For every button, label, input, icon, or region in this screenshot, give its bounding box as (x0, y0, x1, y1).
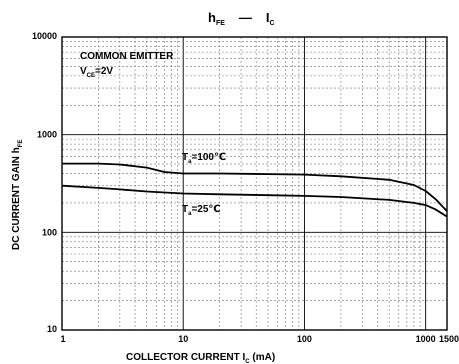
y-axis-label: DC CURRENT GAIN hFE (11, 140, 24, 250)
series-label-100c: Ta=100℃ (182, 152, 226, 165)
series-line-100c (62, 162, 448, 212)
y-tick-label: 100 (42, 227, 57, 237)
series-line-25c (61, 184, 448, 218)
x-axis-label: COLLECTOR CURRENT IC (mA) (126, 352, 275, 364)
x-tick-label: 1 (60, 334, 65, 344)
y-tick-label: 10 (47, 324, 57, 334)
x-tick-label: 10 (178, 334, 188, 344)
annotation-common-emitter: COMMON EMITTER (80, 51, 174, 62)
x-tick-label: 1000 (416, 334, 436, 344)
x-tick-label: 100 (297, 334, 312, 344)
plot-frame (61, 36, 448, 331)
chart-title: hFE — IC (208, 10, 275, 27)
x-tick-label: 1500 (439, 334, 459, 344)
y-tick-label: 1000 (37, 130, 57, 140)
series-lines (61, 162, 448, 218)
grid-lines (61, 36, 447, 331)
annotation-vce: VCE=2V (80, 66, 113, 79)
series-label-25c: Ta=25℃ (182, 204, 221, 217)
y-tick-label: 10000 (32, 31, 57, 41)
